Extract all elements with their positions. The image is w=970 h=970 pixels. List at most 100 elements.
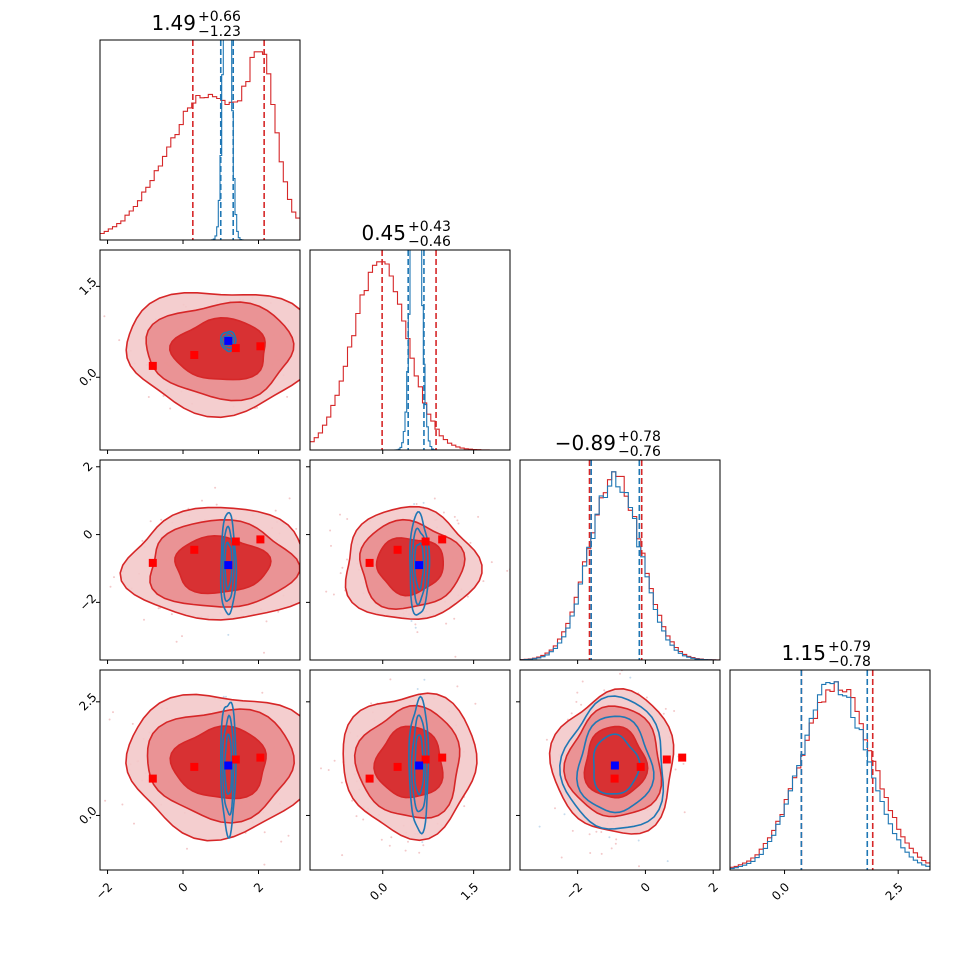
red-sample-point xyxy=(477,515,480,518)
panel-frame xyxy=(309,669,511,871)
red-marker xyxy=(678,753,687,762)
red-histogram xyxy=(520,471,720,660)
red-sample-point xyxy=(576,691,579,694)
red-sample-point xyxy=(362,818,365,821)
red-sample-point xyxy=(322,504,324,506)
red-sample-point xyxy=(457,522,460,525)
panel-group: 0.0 1.5 −2 0 2 −2 0 2 0.0 2.5 0.0 1.5 −2 0 2 0.0 2.5 xyxy=(76,39,931,903)
red-sample-point xyxy=(147,396,150,398)
blue-marker xyxy=(415,761,424,770)
panel-content xyxy=(325,497,510,684)
blue-contour xyxy=(413,734,425,796)
blue-sample-point xyxy=(225,695,227,698)
red-sample-point xyxy=(302,587,304,589)
red-sample-point xyxy=(341,854,344,857)
red-sample-point xyxy=(157,607,160,610)
x-tick-label: 2.5 xyxy=(883,880,906,903)
red-sample-point xyxy=(305,628,307,630)
red-sample-point xyxy=(422,844,425,847)
red-sample-point xyxy=(463,805,466,808)
blue-histogram xyxy=(730,681,930,870)
panel-content xyxy=(538,670,687,868)
title-minus-error: −0.78 xyxy=(828,654,871,670)
red-sample-point xyxy=(333,759,336,762)
blue-contour xyxy=(411,527,427,606)
red-marker xyxy=(365,774,374,783)
panel-content xyxy=(100,292,300,419)
red-sample-point xyxy=(118,339,121,342)
y-tick-label: 0.0 xyxy=(76,804,99,827)
red-sample-point xyxy=(302,768,304,770)
red-sample-point xyxy=(442,511,445,514)
blue-contour xyxy=(220,701,237,839)
blue-contour xyxy=(409,511,431,616)
y-tick-label: −2 xyxy=(77,591,99,613)
red-sample-point xyxy=(104,799,107,802)
title-value: −0.89 xyxy=(555,431,616,455)
red-sample-point xyxy=(201,499,203,502)
red-sample-point xyxy=(186,847,188,850)
red-sample-point xyxy=(181,635,183,638)
red-sample-point xyxy=(331,539,333,541)
red-sample-point xyxy=(545,738,548,741)
blue-sample-point xyxy=(410,620,413,622)
red-sample-point xyxy=(414,623,417,626)
blue-sample-point xyxy=(629,676,632,679)
red-marker xyxy=(256,753,265,762)
blue-histogram xyxy=(100,40,300,240)
red-sample-point xyxy=(392,682,394,684)
blue-contour xyxy=(408,695,430,835)
blue-sample-point xyxy=(608,836,611,839)
red-sample-point xyxy=(324,738,326,740)
title-value: 1.15 xyxy=(781,641,826,665)
red-sample-point xyxy=(307,591,309,593)
red-sample-point xyxy=(280,840,283,843)
red-marker xyxy=(190,351,199,359)
red-marker xyxy=(438,753,447,762)
panel-content xyxy=(100,40,300,240)
red-sample-point xyxy=(589,852,592,854)
red-sample-point xyxy=(390,836,393,839)
blue-contour xyxy=(558,695,665,830)
red-marker xyxy=(610,774,619,783)
red-marker xyxy=(421,755,430,764)
red-sample-point xyxy=(307,762,309,764)
blue-sample-point xyxy=(421,841,424,844)
y-tick-label: 2.5 xyxy=(76,690,99,713)
red-sample-point xyxy=(256,406,258,409)
title-value: 1.49 xyxy=(151,11,196,35)
red-sample-point xyxy=(263,863,266,866)
red-sample-point xyxy=(388,844,391,847)
red-sample-point xyxy=(169,407,172,410)
title-minus-error: −1.23 xyxy=(198,24,241,40)
red-sample-point xyxy=(131,722,134,725)
red-sample-point xyxy=(389,678,392,681)
red-sample-point xyxy=(265,620,268,623)
red-marker xyxy=(190,762,199,771)
blue-contour xyxy=(221,332,235,349)
red-sample-point xyxy=(673,710,676,712)
red-marker xyxy=(365,558,374,567)
red-marker xyxy=(636,762,645,771)
panel-title: 0.45 +0.43−0.46 xyxy=(361,219,451,250)
red-sample-point xyxy=(433,497,436,500)
red-sample-point xyxy=(103,315,106,318)
red-sample-point xyxy=(263,831,266,834)
x-tick-label: 0.0 xyxy=(769,880,792,903)
red-marker xyxy=(256,342,265,351)
panel-frame xyxy=(729,669,931,871)
red-sample-point xyxy=(149,520,152,523)
panel-content xyxy=(104,691,326,866)
red-sample-point xyxy=(674,768,677,771)
red-sample-point xyxy=(600,831,603,833)
red-marker xyxy=(393,762,402,771)
red-sample-point xyxy=(351,799,354,802)
red-marker xyxy=(231,755,240,764)
red-sample-point xyxy=(277,610,280,613)
red-sample-point xyxy=(454,655,457,658)
blue-marker xyxy=(224,336,233,345)
blue-sample-point xyxy=(413,503,416,505)
red-sample-point xyxy=(407,840,409,843)
red-sample-point xyxy=(560,856,563,859)
red-sample-point xyxy=(295,527,298,530)
